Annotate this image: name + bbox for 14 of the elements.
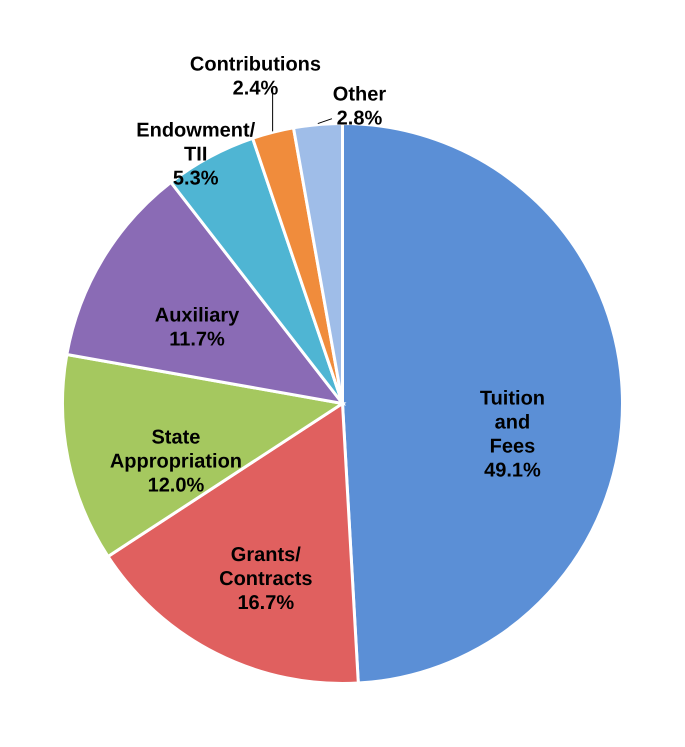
data-label: 2.8% — [336, 108, 382, 130]
data-label: 12.0% — [148, 474, 204, 496]
data-label: 16.7% — [237, 592, 294, 614]
data-label: 49.1% — [484, 460, 541, 482]
slice-label: Auxiliary — [154, 304, 240, 327]
data-label: 2.4% — [232, 77, 278, 100]
slice-label: Grants/ Contracts — [219, 544, 312, 590]
data-label: 5.3% — [172, 167, 219, 190]
slice-label: Other — [332, 84, 386, 106]
data-label: 11.7% — [169, 328, 226, 351]
slice-label: State Appropriation — [110, 426, 242, 472]
slice-label: Endowment/ TII — [136, 119, 256, 166]
slice-label: Tuition and Fees — [480, 388, 546, 458]
slice-label: Contributions — [190, 53, 322, 76]
